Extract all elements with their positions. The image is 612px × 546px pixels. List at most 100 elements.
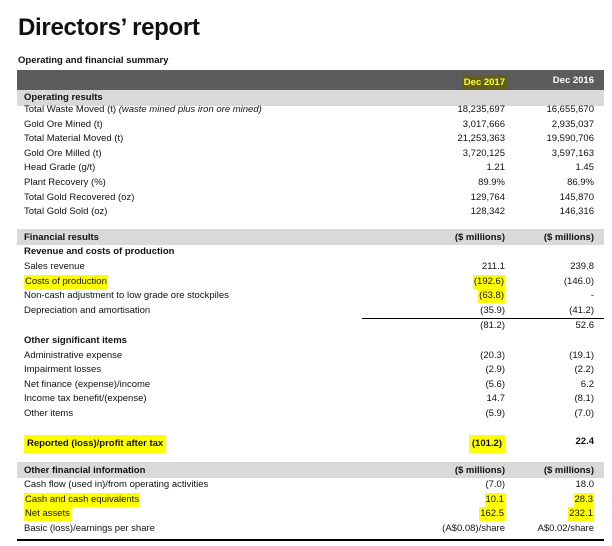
reported-profit-row: Reported (loss)/profit after tax (101.2) 2…: [17, 435, 604, 453]
table-row: Non-cash adjustment to low grade ore sto…: [17, 289, 604, 303]
value-2017: 89.9%: [478, 177, 505, 188]
value-2016: 3,597,163: [551, 147, 594, 159]
value-2017: (5.9): [485, 407, 505, 419]
unit-2016: ($ millions): [543, 464, 594, 476]
table-row: Net finance (expense)/income (5.6) 6.2: [17, 378, 604, 392]
table-row: Total Material Moved (t) 21,253,363 19,590…: [17, 132, 604, 146]
value-2017: 211.1: [481, 261, 505, 272]
table-row: Cash flow (used in)/from operating activ…: [17, 478, 604, 492]
row-label: Basic (loss)/earnings per share: [24, 522, 155, 534]
row-label: Gold Ore Milled (t): [24, 147, 102, 159]
row-label: Income tax benefit/(expense): [24, 393, 147, 404]
other-info-band: [17, 462, 604, 478]
value-2017-highlighted: 10.1: [484, 492, 505, 507]
row-label: Impairment losses: [24, 364, 102, 375]
other-significant-heading: Other significant items: [17, 334, 604, 348]
value-2016: 19,590,706: [546, 133, 594, 145]
unit-2016: ($ millions): [543, 232, 594, 243]
value-2016: (19.1): [569, 349, 594, 361]
section-subtitle: Operating and financial summary: [18, 55, 169, 66]
value-2017-highlighted: (192.6): [472, 274, 505, 289]
value-2016: 52.6: [575, 319, 595, 331]
value-2017: 21,253,363: [457, 133, 505, 145]
value-2017: 3,017,666: [462, 118, 505, 130]
column-header-bar: Dec 2017 Dec 2016: [17, 70, 604, 90]
operating-results-heading: Operating results: [17, 91, 604, 105]
table-row: Costs of production (192.6) (146.0): [17, 274, 604, 289]
value-2017: 129,764: [470, 191, 505, 203]
value-2016: 239.8: [570, 261, 594, 272]
row-label: Total Waste Moved (t) (waste mined plus …: [24, 103, 262, 117]
value-2017: (81.2): [480, 319, 505, 331]
column-header-dec-2017: Dec 2017: [461, 75, 507, 90]
table-row: Depreciation and amortisation (35.9) (41.2…: [17, 304, 604, 318]
value-2017: 18,235,697: [457, 104, 505, 115]
row-label-highlighted: Net assets: [24, 507, 71, 521]
operating-results-band: [17, 90, 604, 106]
table-row: Plant Recovery (%) 89.9% 86.9%: [17, 176, 604, 190]
value-2017: (35.9): [480, 304, 505, 316]
financial-results-band: [17, 229, 604, 245]
value-2016: 2,935,037: [551, 118, 594, 130]
financial-results-heading: Financial results ($ millions) ($ millions…: [17, 231, 604, 245]
value-2017-highlighted: 162.5: [479, 507, 505, 521]
row-label: Head Grade (g/t): [24, 162, 96, 174]
value-2016: (146.0): [563, 275, 594, 287]
value-2016: 16,655,670: [546, 104, 594, 115]
subtotal-rule: [362, 318, 604, 319]
label-text: Total Waste Moved (t): [24, 104, 119, 115]
column-header-dec-2016: Dec 2016: [552, 75, 594, 86]
value-2017: (20.3): [480, 349, 505, 361]
value-2017: (7.0): [485, 479, 505, 490]
value-2017: 14.7: [486, 393, 506, 404]
heading-text: Other financial information: [24, 464, 146, 476]
row-label: Administrative expense: [24, 349, 123, 361]
heading-text: Revenue and costs of production: [24, 246, 175, 257]
value-2017-highlighted: (63.8): [478, 289, 505, 303]
other-info-heading: Other financial information ($ millions) (…: [17, 464, 604, 478]
table-row: Gold Ore Mined (t) 3,017,666 2,935,037: [17, 118, 604, 132]
value-2016: (2.2): [574, 364, 594, 375]
value-2016: (7.0): [574, 407, 594, 419]
heading-text: Financial results: [24, 232, 99, 243]
table-row: Basic (loss)/earnings per share (A$0.08)/…: [17, 522, 604, 536]
row-label: Gold Ore Mined (t): [24, 118, 103, 130]
row-label: Total Material Moved (t): [24, 133, 124, 145]
row-label: Total Gold Recovered (oz): [24, 191, 135, 203]
value-2017: 128,342: [470, 206, 505, 218]
row-label: Non-cash adjustment to low grade ore sto…: [24, 290, 229, 301]
row-label-highlighted: Reported (loss)/profit after tax: [24, 435, 167, 453]
table-row: Income tax benefit/(expense) 14.7 (8.1): [17, 392, 604, 406]
row-label: Cash flow (used in)/from operating activ…: [24, 479, 209, 490]
row-label: Other items: [24, 407, 74, 419]
row-label: Depreciation and amortisation: [24, 304, 151, 316]
value-2016-highlighted: 28.3: [573, 492, 594, 507]
value-2016: A$0.02/share: [537, 522, 594, 534]
table-row: Cash and cash equivalents 10.1 28.3: [17, 492, 604, 507]
table-row: Administrative expense (20.3) (19.1): [17, 349, 604, 363]
heading-text: Operating results: [24, 92, 103, 103]
table-row: Sales revenue 211.1 239.8: [17, 260, 604, 274]
table-row: Total Waste Moved (t) (waste mined plus …: [17, 103, 604, 117]
value-2017: 1.21: [486, 162, 506, 174]
table-row: Total Gold Sold (oz) 128,342 146,316: [17, 205, 604, 219]
table-bottom-rule: [17, 539, 604, 541]
row-label-highlighted: Cash and cash equivalents: [24, 492, 141, 507]
value-2017: (5.6): [485, 378, 505, 390]
unit-2017: ($ millions): [454, 464, 505, 476]
value-2016: -: [590, 290, 594, 301]
value-2016: 18.0: [575, 479, 595, 490]
value-2016: 1.45: [575, 162, 595, 174]
value-2016: 146,316: [559, 206, 594, 218]
heading-text: Other significant items: [24, 335, 127, 346]
value-2016: 6.2: [580, 378, 594, 390]
subtotal-row: (81.2) 52.6: [17, 319, 604, 333]
value-2016: 86.9%: [567, 177, 594, 188]
label-note: (waste mined plus iron ore mined): [118, 104, 262, 115]
value-2016: (8.1): [574, 393, 594, 404]
table-row: Impairment losses (2.9) (2.2): [17, 363, 604, 377]
row-label: Net finance (expense)/income: [24, 378, 151, 390]
table-row: Head Grade (g/t) 1.21 1.45: [17, 161, 604, 175]
row-label: Sales revenue: [24, 261, 85, 272]
table-row: Gold Ore Milled (t) 3,720,125 3,597,163: [17, 147, 604, 161]
